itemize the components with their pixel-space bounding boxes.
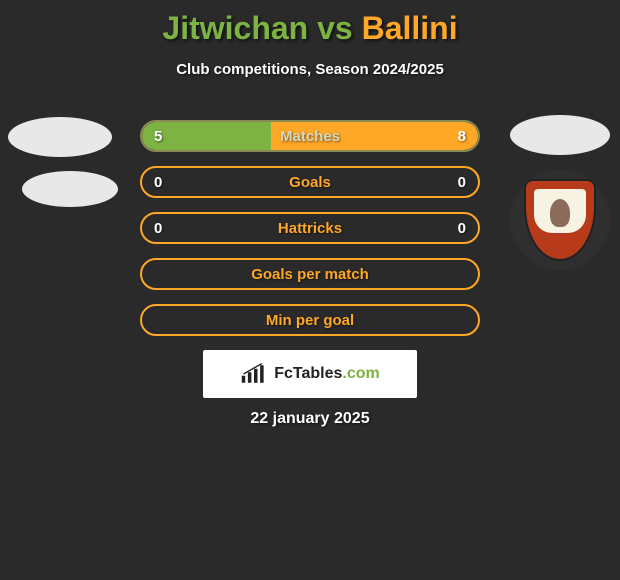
brand-text: FcTables.com xyxy=(274,365,380,383)
stat-row: 00Goals xyxy=(140,166,480,198)
stat-label: Hattricks xyxy=(142,214,478,242)
stat-label: Goals xyxy=(142,168,478,196)
stat-row: Goals per match xyxy=(140,258,480,290)
player1-avatar xyxy=(8,117,112,157)
stat-label: Goals per match xyxy=(142,260,478,288)
brand-badge: FcTables.com xyxy=(203,350,417,398)
stat-label: Matches xyxy=(142,122,478,150)
date-label: 22 january 2025 xyxy=(0,410,620,428)
vs-label: vs xyxy=(317,10,353,46)
subtitle: Club competitions, Season 2024/2025 xyxy=(0,61,620,78)
stat-row: 58Matches xyxy=(140,120,480,152)
player1-name: Jitwichan xyxy=(162,10,308,46)
stat-label: Min per goal xyxy=(142,306,478,334)
brand-main: FcTables xyxy=(274,365,342,382)
comparison-title: Jitwichan vs Ballini xyxy=(0,0,620,47)
stat-row: 00Hattricks xyxy=(140,212,480,244)
stats-rows: 58Matches 00Goals 00Hattricks Goals per mat… xyxy=(140,120,480,350)
stat-row: Min per goal xyxy=(140,304,480,336)
shield-icon xyxy=(524,179,596,261)
brand-suffix: .com xyxy=(342,365,379,382)
player2-name: Ballini xyxy=(362,10,458,46)
player2-avatar xyxy=(510,115,610,155)
bars-icon xyxy=(240,363,268,385)
player2-club-badge xyxy=(510,170,610,270)
player1-club-badge xyxy=(22,171,118,207)
